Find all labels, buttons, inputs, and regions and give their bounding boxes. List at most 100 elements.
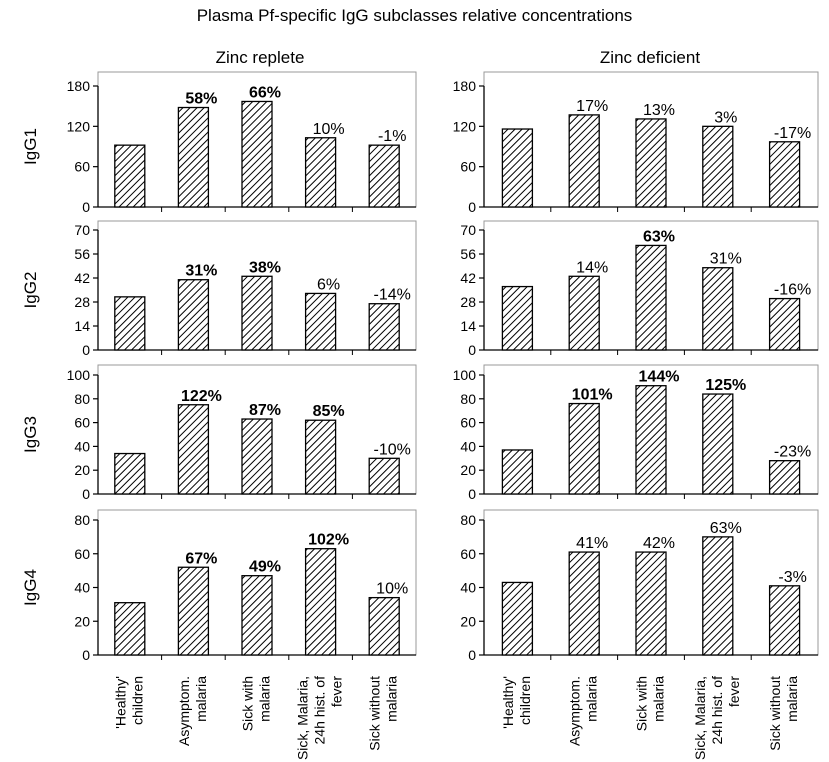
panel-igg2-zinc-deficient-bar-5 — [768, 297, 801, 351]
panel-igg2-zinc-deficient-y-tick-label: 70 — [460, 222, 476, 238]
panel-igg4-zinc-replete-data-label-3: 49% — [249, 559, 281, 576]
panel-igg2-zinc-deficient-data-label-2: 14% — [576, 259, 608, 276]
panel-igg1-zinc-deficient-y-tick-label: 0 — [468, 199, 476, 215]
panel-igg4-zinc-replete-data-label-2: 67% — [185, 550, 217, 567]
panel-igg4-zinc-replete-bar-3 — [241, 575, 273, 656]
category-label-deficient-3: Sick with — [634, 676, 650, 731]
panel-igg3-zinc-deficient-bar-5 — [768, 460, 801, 495]
panel-igg4-zinc-replete-y-tick-label: 60 — [74, 546, 90, 562]
panel-igg2-zinc-replete-y-tick-label: 56 — [74, 246, 90, 262]
panel-igg4-zinc-replete-bar-1 — [114, 602, 146, 656]
panel-igg1-zinc-deficient-y-tick-label: 120 — [453, 118, 477, 134]
category-label-replete-1: children — [129, 676, 145, 725]
panel-igg3-zinc-deficient-y-tick-label: 40 — [460, 438, 476, 454]
chart-title: Plasma Pf-specific IgG subclasses relati… — [196, 6, 633, 25]
panel-igg4-zinc-deficient-y-tick-label: 0 — [468, 647, 476, 663]
category-label-replete-5: Sick without — [367, 676, 383, 751]
panel-igg2-zinc-deficient-bar-2 — [568, 275, 600, 351]
y-axis-label-igg4: IgG4 — [21, 569, 40, 606]
panel-igg3-zinc-replete-y-tick-label: 40 — [74, 438, 90, 454]
category-label-deficient-5: Sick without — [767, 676, 783, 751]
panel-igg2-zinc-deficient-bar-1 — [501, 285, 534, 351]
panel-igg4-zinc-replete-bar-2 — [177, 566, 210, 656]
panel-igg4-zinc-deficient-data-label-3: 42% — [643, 535, 675, 552]
panel-igg2-zinc-deficient-y-tick-label: 0 — [468, 342, 476, 358]
panel-igg1-zinc-deficient-y-tick-label: 60 — [460, 159, 476, 175]
panel-igg1-zinc-deficient-data-label-5: -17% — [774, 125, 811, 142]
panel-igg2-zinc-replete-bar-4 — [304, 292, 337, 351]
panel-igg2-zinc-deficient-bar-4 — [702, 267, 734, 351]
panel-igg1-zinc-replete-y-tick-label: 0 — [82, 199, 90, 215]
panel-igg2-zinc-replete-y-tick-label: 42 — [74, 270, 90, 286]
panel-igg4-zinc-deficient-bar-2 — [568, 551, 600, 656]
panel-igg1-zinc-replete-bar-1 — [114, 144, 146, 208]
panel-igg1-zinc-deficient-bar-4 — [702, 125, 734, 208]
panel-igg3-zinc-deficient-y-tick-label: 0 — [468, 486, 476, 502]
category-label-deficient-4: Sick, Malaria, — [692, 676, 708, 760]
panel-igg3-zinc-replete-bar-2 — [177, 404, 210, 495]
category-label-deficient-2: Asymptom. — [567, 676, 583, 746]
panel-igg4-zinc-replete-y-tick-label: 0 — [82, 647, 90, 663]
column-title-zinc-deficient: Zinc deficient — [599, 48, 701, 67]
panel-igg3-zinc-deficient-bar-1 — [501, 449, 534, 495]
panel-igg4-zinc-replete-y-tick-label: 80 — [74, 512, 90, 528]
panel-igg1-zinc-replete-y-tick-label: 60 — [74, 159, 90, 175]
panel-igg3-zinc-replete-data-label-3: 87% — [249, 402, 281, 419]
panel-igg2-zinc-replete-data-label-2: 31% — [185, 263, 217, 280]
panel-igg1-zinc-deficient-data-label-4: 3% — [714, 109, 737, 126]
panel-igg3-zinc-deficient-data-label-4: 125% — [705, 377, 746, 394]
panel-igg4-zinc-deficient-y-tick-label: 60 — [460, 546, 476, 562]
panel-igg3-zinc-replete-bar-4 — [304, 419, 337, 495]
panel-igg3-zinc-deficient-bar-2 — [568, 402, 600, 495]
panel-igg1-zinc-replete-data-label-5: -1% — [378, 128, 406, 145]
panel-igg3-zinc-deficient-y-tick-label: 60 — [460, 415, 476, 431]
panel-igg1-zinc-replete-bar-5 — [368, 144, 400, 208]
panel-igg2-zinc-replete-bar-1 — [114, 296, 146, 351]
category-label-replete-4: 24h hist. of — [312, 676, 328, 745]
panel-igg2-zinc-deficient-bar-3 — [635, 244, 667, 351]
category-label-deficient-5: malaria — [784, 676, 800, 722]
panel-igg2-zinc-deficient-data-label-5: -16% — [774, 282, 811, 299]
category-label-replete-2: malaria — [193, 676, 209, 722]
panel-igg2-zinc-replete-y-tick-label: 14 — [74, 318, 90, 334]
panel-igg3-zinc-deficient-data-label-2: 101% — [572, 387, 613, 404]
panel-igg2-zinc-deficient-y-tick-label: 14 — [460, 318, 476, 334]
panel-igg3-zinc-replete-data-label-5: -10% — [374, 441, 411, 458]
panel-igg4-zinc-replete-y-tick-label: 40 — [74, 580, 90, 596]
y-axis-label-igg1: IgG1 — [21, 128, 40, 165]
panel-igg1-zinc-replete-data-label-3: 66% — [249, 84, 281, 101]
category-label-deficient-4: fever — [726, 676, 742, 707]
panel-igg3-zinc-deficient-data-label-5: -23% — [774, 444, 811, 461]
panel-igg3-zinc-replete-y-tick-label: 20 — [74, 462, 90, 478]
panel-igg2-zinc-deficient-data-label-4: 31% — [710, 251, 742, 268]
y-axis-label-igg3: IgG3 — [21, 416, 40, 453]
category-label-deficient-2: malaria — [584, 676, 600, 722]
panel-igg2-zinc-replete-y-tick-label: 28 — [74, 294, 90, 310]
panel-igg3-zinc-replete-y-tick-label: 0 — [82, 486, 90, 502]
y-axis-label-igg2: IgG2 — [21, 272, 40, 309]
panel-igg4-zinc-deficient-y-tick-label: 80 — [460, 512, 476, 528]
category-label-replete-4: Sick, Malaria, — [295, 676, 311, 760]
panel-igg1-zinc-replete-bar-3 — [241, 100, 273, 208]
panel-igg1-zinc-replete-data-label-4: 10% — [313, 121, 345, 138]
panel-igg2-zinc-replete-y-tick-label: 0 — [82, 342, 90, 358]
panel-igg2-zinc-deficient-y-tick-label: 42 — [460, 270, 476, 286]
panel-igg3-zinc-replete-bar-1 — [114, 452, 146, 495]
panel-igg2-zinc-replete-data-label-4: 6% — [317, 276, 340, 293]
panel-igg1-zinc-deficient-bar-2 — [568, 114, 600, 208]
category-label-deficient-1: children — [517, 676, 533, 725]
panel-igg4-zinc-deficient-y-tick-label: 20 — [460, 613, 476, 629]
panel-igg4-zinc-deficient-bar-3 — [635, 551, 667, 656]
category-label-deficient-3: malaria — [651, 676, 667, 722]
panel-igg3-zinc-deficient-y-tick-label: 100 — [453, 367, 477, 383]
panel-igg2-zinc-deficient-data-label-3: 63% — [643, 228, 675, 245]
panel-igg3-zinc-replete-bar-5 — [368, 457, 400, 495]
panel-igg4-zinc-replete-y-tick-label: 20 — [74, 613, 90, 629]
panel-igg4-zinc-replete-data-label-4: 102% — [308, 532, 349, 549]
panel-igg1-zinc-deficient-bar-1 — [501, 128, 534, 208]
category-label-replete-2: Asymptom. — [176, 676, 192, 746]
panel-igg1-zinc-deficient-y-tick-label: 180 — [453, 78, 477, 94]
panel-igg1-zinc-deficient-data-label-2: 17% — [576, 98, 608, 115]
panel-igg2-zinc-replete-y-tick-label: 70 — [74, 222, 90, 238]
